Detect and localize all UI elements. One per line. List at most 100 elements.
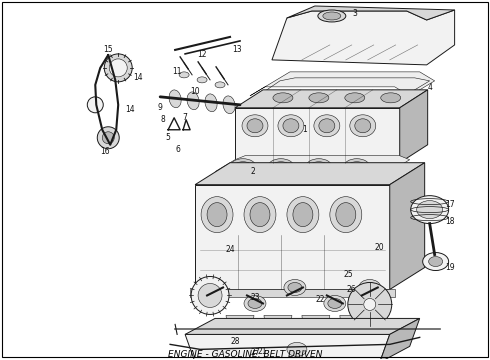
Polygon shape: [235, 108, 400, 163]
Ellipse shape: [319, 119, 335, 133]
Ellipse shape: [318, 10, 346, 22]
Ellipse shape: [336, 203, 356, 226]
Ellipse shape: [423, 253, 449, 270]
Ellipse shape: [109, 59, 127, 77]
Ellipse shape: [204, 279, 226, 296]
Text: 1: 1: [302, 125, 307, 134]
Ellipse shape: [268, 159, 294, 175]
Text: 24: 24: [225, 245, 235, 254]
Ellipse shape: [324, 296, 346, 311]
Ellipse shape: [98, 127, 119, 149]
Ellipse shape: [287, 197, 319, 233]
Ellipse shape: [198, 283, 222, 307]
Polygon shape: [185, 334, 390, 360]
Ellipse shape: [223, 96, 235, 114]
Ellipse shape: [208, 283, 222, 292]
Ellipse shape: [250, 203, 270, 226]
Ellipse shape: [215, 82, 225, 88]
Polygon shape: [185, 319, 419, 334]
Ellipse shape: [179, 72, 189, 78]
Ellipse shape: [271, 323, 285, 332]
Text: ENGINE - GASOLINE, BELT DRIVEN: ENGINE - GASOLINE, BELT DRIVEN: [168, 350, 322, 359]
Text: 14: 14: [125, 105, 135, 114]
Polygon shape: [400, 90, 428, 163]
Ellipse shape: [314, 115, 340, 137]
Text: 21: 21: [257, 347, 267, 356]
Ellipse shape: [348, 283, 392, 327]
Ellipse shape: [283, 119, 299, 133]
Text: 15: 15: [103, 45, 113, 54]
Text: 3: 3: [352, 9, 357, 18]
Text: 11: 11: [172, 67, 182, 76]
Ellipse shape: [411, 195, 449, 224]
Text: 14: 14: [133, 73, 143, 82]
Ellipse shape: [306, 159, 332, 175]
Ellipse shape: [381, 93, 401, 103]
Text: 10: 10: [190, 87, 200, 96]
Ellipse shape: [248, 298, 262, 309]
Text: 9: 9: [158, 103, 163, 112]
Text: 19: 19: [445, 263, 454, 272]
Ellipse shape: [348, 162, 366, 172]
Ellipse shape: [104, 54, 132, 82]
Polygon shape: [215, 156, 410, 172]
Text: 6: 6: [176, 145, 180, 154]
Text: 13: 13: [232, 45, 242, 54]
Ellipse shape: [234, 162, 252, 172]
Ellipse shape: [242, 115, 268, 137]
Ellipse shape: [328, 298, 342, 309]
Ellipse shape: [344, 159, 370, 175]
Polygon shape: [340, 315, 368, 333]
Polygon shape: [250, 72, 435, 96]
Text: 4: 4: [427, 84, 432, 93]
Text: 8: 8: [161, 115, 166, 124]
Ellipse shape: [187, 92, 199, 110]
Ellipse shape: [244, 296, 266, 311]
Ellipse shape: [359, 279, 381, 296]
Ellipse shape: [169, 90, 181, 108]
Text: 5: 5: [166, 133, 171, 142]
Ellipse shape: [207, 203, 227, 226]
Ellipse shape: [205, 94, 217, 112]
Ellipse shape: [350, 115, 376, 137]
Ellipse shape: [416, 201, 442, 219]
Ellipse shape: [309, 93, 329, 103]
Ellipse shape: [355, 119, 371, 133]
Ellipse shape: [223, 166, 231, 172]
Ellipse shape: [247, 119, 263, 133]
Ellipse shape: [284, 279, 306, 296]
Ellipse shape: [429, 257, 442, 266]
Polygon shape: [390, 163, 425, 289]
Ellipse shape: [287, 342, 307, 356]
Polygon shape: [302, 315, 330, 333]
Ellipse shape: [374, 166, 382, 172]
Ellipse shape: [278, 115, 304, 137]
Polygon shape: [195, 185, 390, 289]
Ellipse shape: [102, 132, 114, 144]
Text: 7: 7: [183, 113, 188, 122]
Text: 27: 27: [250, 348, 260, 357]
Text: 20: 20: [375, 243, 385, 252]
Ellipse shape: [323, 12, 341, 20]
Text: 22: 22: [315, 295, 324, 304]
Ellipse shape: [330, 197, 362, 233]
Ellipse shape: [230, 159, 256, 175]
Polygon shape: [264, 315, 292, 333]
Polygon shape: [195, 163, 425, 185]
Ellipse shape: [364, 298, 376, 310]
Ellipse shape: [273, 93, 293, 103]
Ellipse shape: [191, 276, 229, 314]
Polygon shape: [226, 315, 254, 333]
Text: 17: 17: [445, 200, 454, 209]
Ellipse shape: [345, 93, 365, 103]
Ellipse shape: [309, 323, 323, 332]
Polygon shape: [190, 289, 395, 297]
Text: 23: 23: [250, 293, 260, 302]
Text: 25: 25: [343, 270, 353, 279]
Polygon shape: [235, 90, 428, 108]
Text: 26: 26: [347, 285, 357, 294]
Ellipse shape: [272, 162, 290, 172]
Ellipse shape: [244, 197, 276, 233]
Text: 18: 18: [445, 217, 454, 226]
Ellipse shape: [201, 197, 233, 233]
